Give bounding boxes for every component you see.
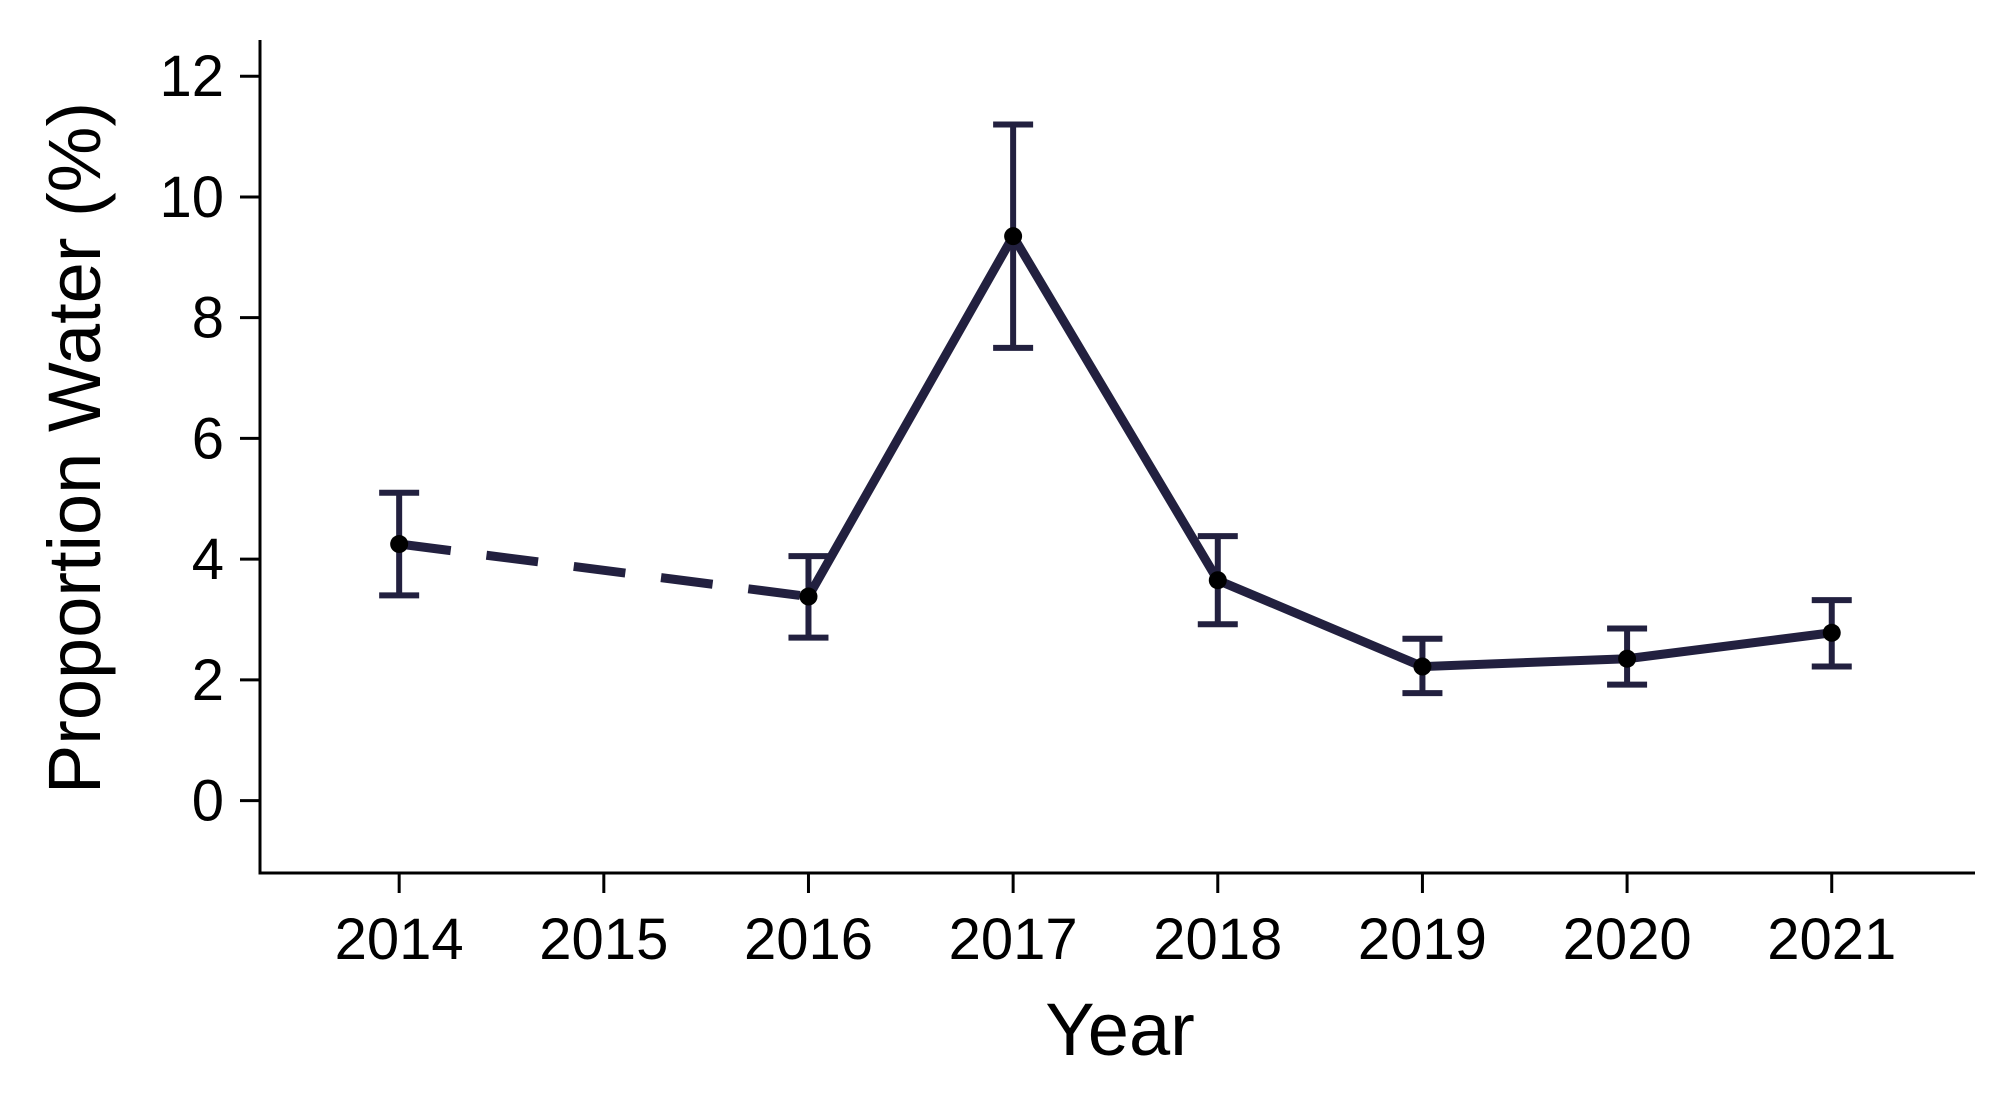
data-point-2021	[1822, 623, 1841, 642]
data-point-2020	[1618, 649, 1637, 668]
series-line-solid-2016-2021	[804, 227, 1833, 672]
y-tick-label-6: 6	[192, 406, 224, 471]
x-tick-label-2021: 2021	[1767, 907, 1896, 972]
data-point-2018	[1208, 571, 1227, 590]
y-tick-label-10: 10	[159, 165, 224, 230]
y-tick-label-12: 12	[159, 44, 224, 109]
x-tick-label-2020: 2020	[1563, 907, 1692, 972]
x-axis-title: Year	[1045, 988, 1195, 1071]
x-tick-label-2016: 2016	[744, 907, 873, 972]
y-axis-ticks: 0 2 4 6 8 10 12	[159, 44, 260, 834]
data-point-2016	[799, 587, 818, 606]
series-lines	[398, 227, 1833, 672]
y-tick-label-0: 0	[192, 769, 224, 834]
data-markers	[390, 227, 1841, 676]
x-tick-label-2014: 2014	[335, 907, 464, 972]
y-tick-label-4: 4	[192, 527, 224, 592]
data-point-2019	[1413, 657, 1432, 676]
y-tick-label-2: 2	[192, 648, 224, 713]
x-tick-label-2019: 2019	[1358, 907, 1487, 972]
y-tick-label-8: 8	[192, 286, 224, 351]
data-point-2017	[1004, 227, 1023, 246]
x-tick-label-2017: 2017	[949, 907, 1078, 972]
series-line-dashed-2014-2016	[398, 539, 810, 602]
x-tick-label-2015: 2015	[539, 907, 668, 972]
x-axis-ticks: 2014 2015 2016 2017 2018 2019 2020 2021	[335, 873, 1896, 972]
y-axis-title: Proportion Water (%)	[33, 102, 116, 794]
axes	[258, 40, 1975, 875]
data-point-2014	[390, 535, 409, 554]
x-tick-label-2018: 2018	[1153, 907, 1282, 972]
